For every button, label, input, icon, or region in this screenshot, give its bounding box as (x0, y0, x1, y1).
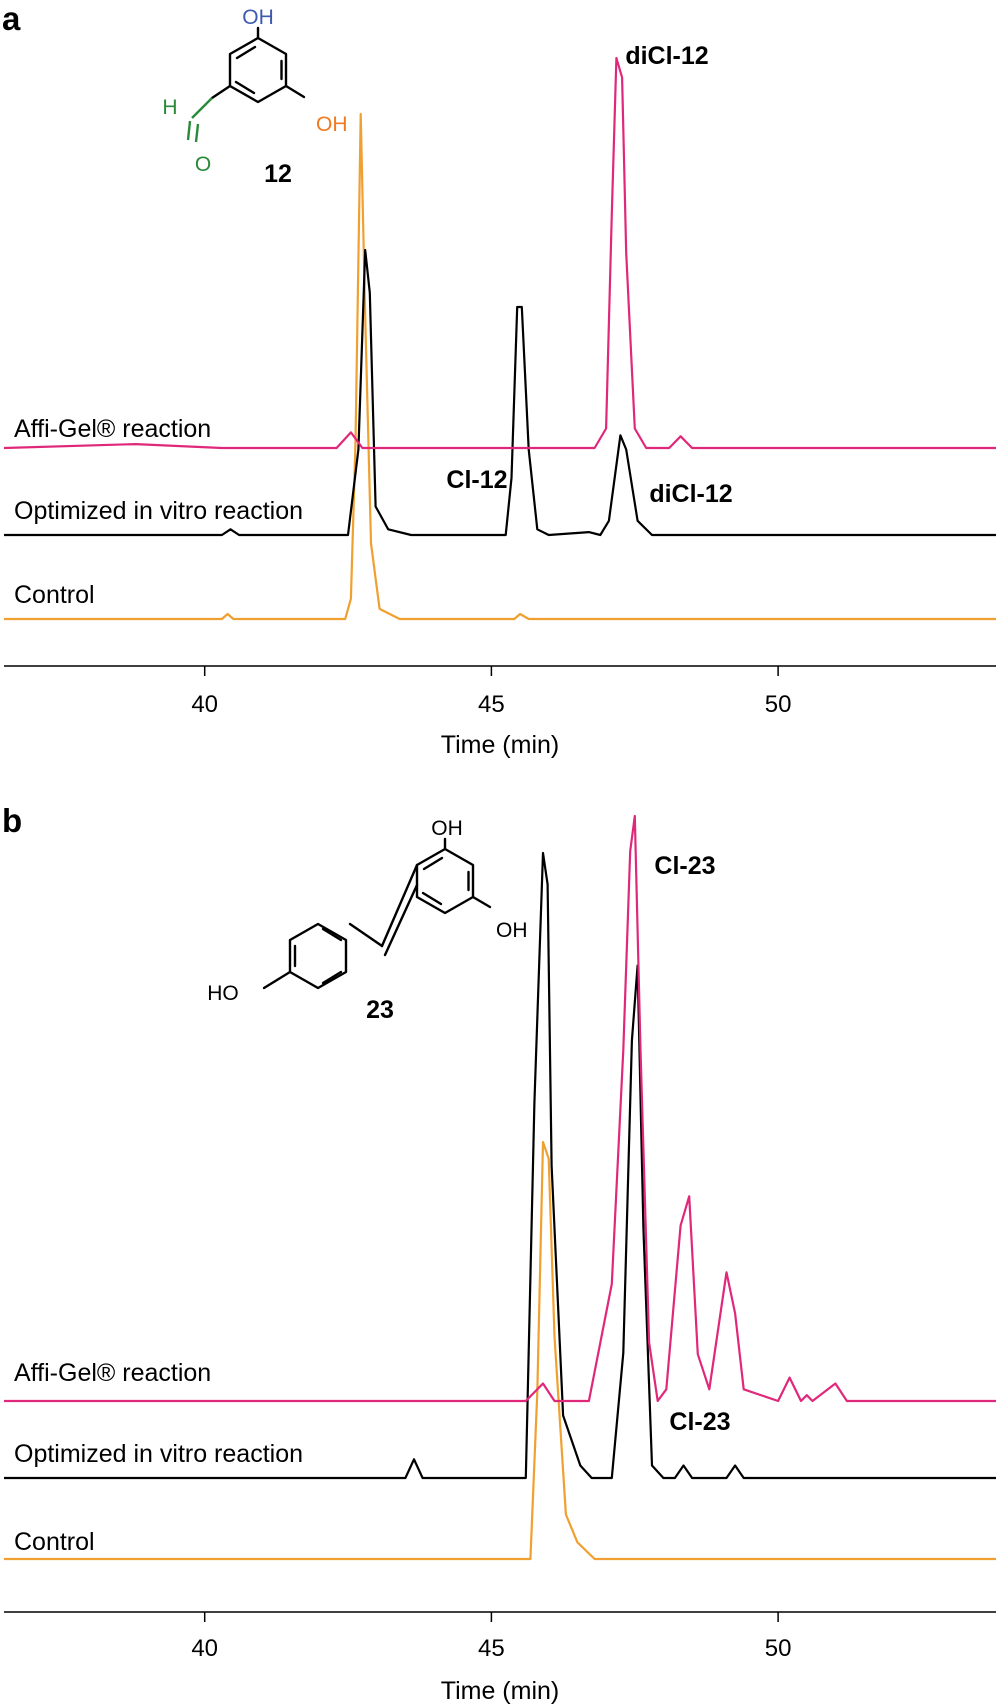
ring-double-bond (234, 80, 256, 95)
oh-right-text: OH (316, 113, 348, 136)
ald-o-text: O (195, 153, 211, 176)
x-tick-label: 50 (765, 1635, 792, 1662)
vinyl-double-bond (383, 883, 419, 957)
panel-b: b OH OH HO 23 Affi-Gel® reaction Optimiz… (2, 802, 996, 1705)
trace-label-optimized-b: Optimized in vitro reaction (14, 1440, 303, 1468)
traces-panel-a (3, 56, 996, 621)
ring-double-bond (235, 45, 257, 60)
oh-right-bond (284, 84, 306, 99)
oh-left-bond (262, 970, 292, 990)
x-axis-title-b: Time (min) (441, 1677, 560, 1705)
trace-line-control (4, 1140, 996, 1561)
trace-label-control-b: Control (14, 1528, 95, 1556)
peak-label-dicl12-affi: diCl-12 (625, 42, 708, 70)
peak-label-cl23-affi: Cl-23 (654, 852, 715, 880)
ald-co-bond-2 (194, 123, 200, 143)
trace-line-affi (4, 814, 996, 1403)
ald-h-text: H (162, 96, 177, 119)
trace-line-optimized (4, 851, 996, 1480)
ald-bond (210, 84, 232, 100)
x-tick-label: 45 (478, 1635, 505, 1662)
oh-top-text-23: OH (431, 817, 463, 840)
trace-label-optimized: Optimized in vitro reaction (14, 497, 303, 525)
x-tick-label: 50 (765, 691, 792, 718)
resorcinol-ring-23 (415, 847, 475, 915)
oh-right-bond (471, 895, 492, 909)
phenol-ring-23 (288, 922, 348, 990)
panel-b-label: b (2, 802, 22, 839)
benzene-ring-12 (228, 36, 288, 104)
x-tick-label: 45 (478, 691, 505, 718)
oh-top-text: OH (242, 6, 274, 29)
compound-12-label: 12 (264, 160, 292, 188)
x-tick-label: 40 (191, 691, 218, 718)
trace-line-optimized (4, 248, 996, 537)
x-axis-panel-a: 40 45 50 (4, 665, 996, 718)
vinyl-bond (348, 922, 384, 948)
peak-label-cl23: Cl-23 (669, 1408, 730, 1436)
peak-label-dicl12: diCl-12 (649, 480, 732, 508)
ring-double-bond (321, 927, 343, 942)
ring-double-bond (421, 891, 443, 906)
trace-line-control (4, 112, 996, 621)
trace-label-affi: Affi-Gel® reaction (14, 415, 211, 443)
x-axis-panel-b: 40 45 50 (4, 1611, 996, 1662)
oh-left-text-23: HO (207, 982, 239, 1005)
trace-label-affi-b: Affi-Gel® reaction (14, 1359, 211, 1387)
compound-23-label: 23 (366, 996, 394, 1024)
x-tick-label: 40 (191, 1635, 218, 1662)
structure-12: OH OH H O 12 (162, 6, 347, 188)
traces-panel-b (4, 814, 996, 1561)
vinyl-bond (380, 863, 419, 948)
trace-label-control: Control (14, 581, 95, 609)
ring-double-bond (422, 856, 444, 871)
ring-double-bond (321, 970, 343, 985)
peak-label-cl12: Cl-12 (446, 466, 507, 494)
structure-23: OH OH HO 23 (207, 817, 527, 1024)
ald-ch-bond (191, 97, 213, 119)
trace-line-affi (3, 56, 996, 450)
x-axis-title-a: Time (min) (441, 731, 560, 759)
oh-right-text-23: OH (496, 919, 528, 942)
panel-a-label: a (2, 0, 21, 37)
panel-a: a OH OH H O 12 Affi-Gel® reaction Optimi… (2, 0, 996, 759)
ald-co-bond (186, 120, 192, 141)
